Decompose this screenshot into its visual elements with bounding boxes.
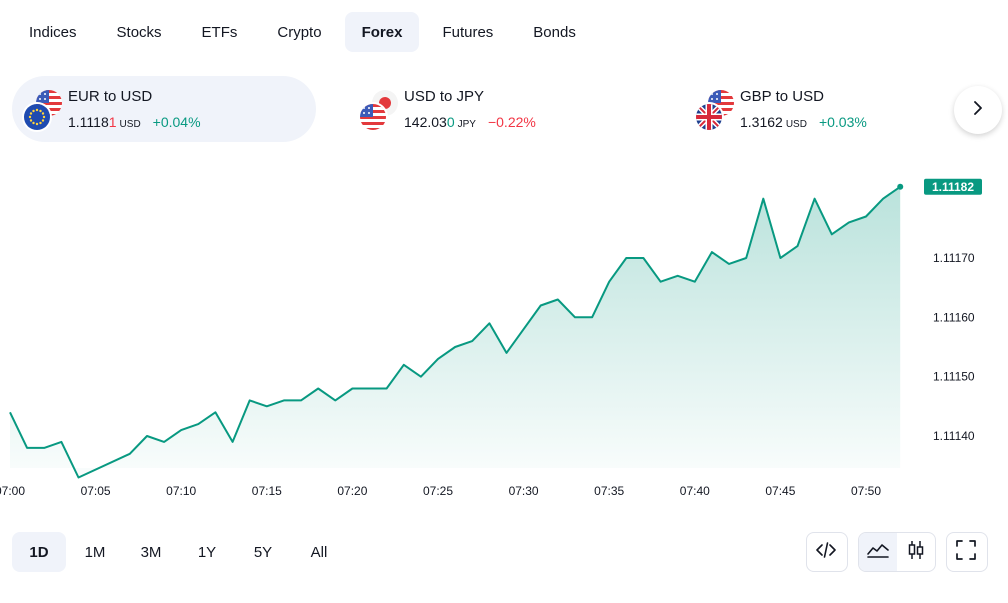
tab-forex[interactable]: Forex: [344, 12, 420, 52]
pair-card-gbp-usd[interactable]: GBP to USD 1.3162 USD +0.03%: [684, 76, 988, 142]
pair-quote: 1.3162 USD +0.03%: [740, 114, 867, 130]
area-chart-button[interactable]: [859, 533, 897, 571]
area-chart-icon: [867, 542, 889, 563]
range-5y[interactable]: 5Y: [253, 543, 273, 561]
x-tick-label: 07:20: [337, 484, 367, 498]
pair-card-usd-jpy[interactable]: USD to JPY 142.030 JPY −0.22%: [348, 76, 652, 142]
range-selector: 1D 1M 3M 1Y 5Y All: [12, 532, 346, 572]
tab-stocks[interactable]: Stocks: [116, 23, 162, 41]
market-tabs: Indices Stocks ETFs Crypto Forex Futures…: [12, 12, 593, 52]
pair-change: +0.03%: [818, 114, 867, 130]
price-chart: 07:00 07:05 07:10 07:15 07:20 07:25 07:30 07:35…: [0, 178, 982, 498]
pair-flags: [694, 90, 734, 132]
pair-price-last-digit: 0: [446, 114, 455, 130]
x-tick-label: 07:35: [594, 484, 624, 498]
last-point-dot: [897, 183, 904, 190]
x-tick-label: 07:40: [680, 484, 710, 498]
pair-name: EUR to USD: [68, 88, 153, 105]
pair-flags: [22, 90, 62, 132]
range-1m[interactable]: 1M: [84, 543, 106, 561]
chart-type-group: [858, 532, 936, 572]
pair-change: −0.22%: [487, 114, 536, 130]
pair-change: +0.04%: [152, 114, 201, 130]
next-pairs-button[interactable]: [954, 86, 1002, 134]
range-3m[interactable]: 3M: [140, 543, 162, 561]
pair-unit: JPY: [457, 119, 476, 130]
pair-flags: [358, 90, 398, 132]
y-tick-label: 1.11140: [933, 429, 975, 443]
price-area-fill: [10, 186, 901, 478]
x-axis: 07:00 07:05 07:10 07:15 07:20 07:25 07:30 07:35…: [0, 484, 881, 498]
pair-card-eur-usd[interactable]: EUR to USD 1.11181 USD +0.04%: [12, 76, 316, 142]
pair-price: 142.03: [404, 114, 447, 130]
y-tick-label: 1.11170: [933, 251, 975, 265]
x-tick-label: 07:25: [423, 484, 453, 498]
x-tick-label: 07:45: [765, 484, 795, 498]
fullscreen-icon: [956, 539, 976, 565]
pair-unit: USD: [119, 119, 141, 130]
range-1y[interactable]: 1Y: [197, 543, 217, 561]
fullscreen-button[interactable]: [947, 533, 985, 571]
y-tick-label: 1.11160: [933, 310, 975, 324]
tab-bonds[interactable]: Bonds: [533, 23, 576, 41]
x-tick-label: 07:50: [851, 484, 881, 498]
pair-name: USD to JPY: [404, 88, 485, 105]
code-icon: [816, 541, 836, 563]
tab-etfs[interactable]: ETFs: [201, 23, 238, 41]
embed-button[interactable]: [807, 533, 845, 571]
eu-flag-icon: [22, 102, 52, 132]
range-all[interactable]: All: [310, 543, 328, 561]
currency-pairs: EUR to USD 1.11181 USD +0.04%: [12, 76, 1004, 144]
pair-quote: 142.030 JPY −0.22%: [404, 114, 536, 130]
candlestick-button[interactable]: [897, 533, 935, 571]
x-tick-label: 07:15: [252, 484, 282, 498]
pair-price: 1.3162: [740, 114, 783, 130]
fullscreen-tool-group: [946, 532, 988, 572]
x-tick-label: 07:30: [509, 484, 539, 498]
pair-price-last-digit: 1: [108, 114, 117, 130]
x-tick-label: 07:00: [0, 484, 25, 498]
candlestick-icon: [907, 540, 925, 565]
embed-tool-group: [806, 532, 848, 572]
uk-flag-icon: [694, 102, 724, 132]
y-axis: 1.11140 1.11150 1.11160 1.11170: [933, 251, 975, 443]
last-price-label-bg: [924, 178, 982, 195]
pair-name: GBP to USD: [740, 88, 824, 105]
last-price-label: 1.11182: [932, 180, 974, 194]
range-1d[interactable]: 1D: [12, 532, 66, 572]
y-tick-label: 1.11150: [933, 370, 975, 384]
tab-indices[interactable]: Indices: [29, 23, 77, 41]
last-price-marker: 1.11182: [897, 178, 982, 195]
price-line: [9, 185, 901, 479]
x-tick-label: 07:10: [166, 484, 196, 498]
us-flag-icon: [358, 102, 388, 132]
tab-crypto[interactable]: Crypto: [277, 23, 322, 41]
x-tick-label: 07:05: [81, 484, 111, 498]
pair-quote: 1.11181 USD +0.04%: [68, 114, 201, 130]
pair-unit: USD: [785, 119, 807, 130]
pair-price: 1.1118: [68, 114, 109, 130]
tab-futures[interactable]: Futures: [442, 23, 494, 41]
chevron-right-icon: [971, 100, 985, 120]
